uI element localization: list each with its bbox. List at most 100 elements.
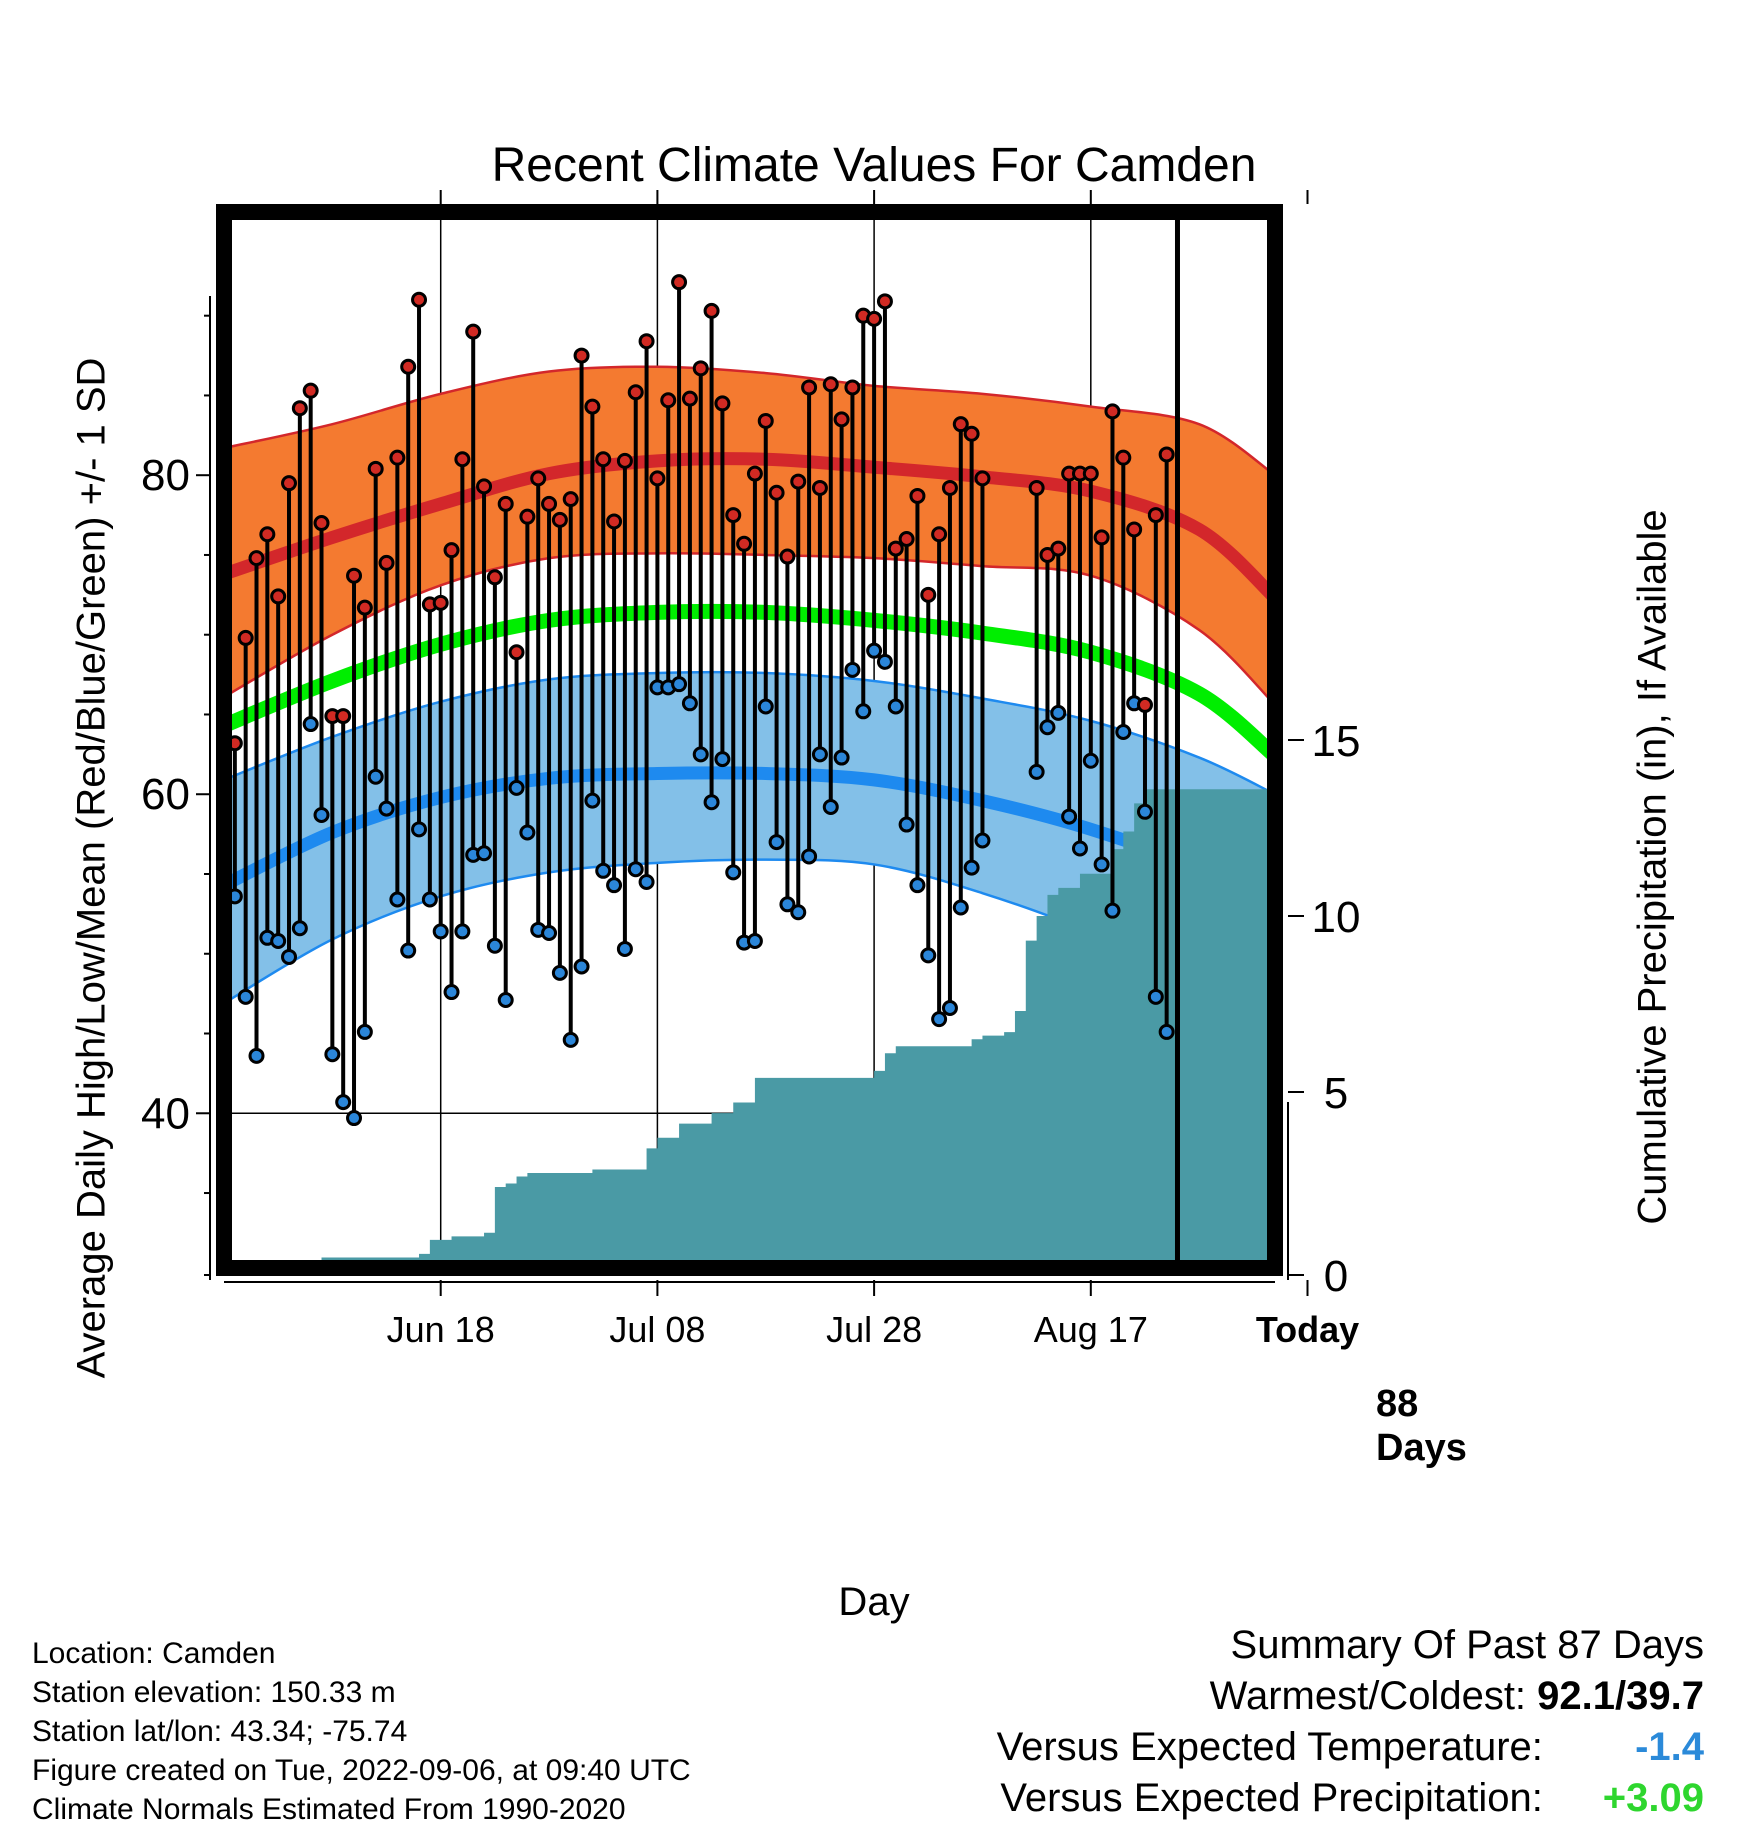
low-point xyxy=(833,749,850,766)
low-point xyxy=(421,891,438,908)
temp-label: Versus Expected Temperature: xyxy=(996,1725,1543,1769)
high-sd-band xyxy=(224,366,1275,705)
high-point xyxy=(779,548,796,565)
high-point xyxy=(541,495,558,512)
high-point xyxy=(378,554,395,571)
low-point xyxy=(1115,724,1132,741)
summary-panel: Summary Of Past 87 Days Warmest/Coldest:… xyxy=(997,1620,1704,1824)
low-point xyxy=(963,859,980,876)
high-point xyxy=(876,293,893,310)
low-point xyxy=(746,932,763,949)
low-point xyxy=(335,1094,352,1111)
high-point xyxy=(941,479,958,496)
days-count: 88 xyxy=(1376,1383,1419,1425)
high-point xyxy=(822,376,839,393)
high-point xyxy=(833,411,850,428)
low-point xyxy=(302,716,319,733)
x-tick-label: Jul 28 xyxy=(826,1309,922,1350)
latlon-text: Station lat/lon: 43.34; -75.74 xyxy=(32,1715,408,1748)
low-point xyxy=(692,746,709,763)
high-point xyxy=(811,479,828,496)
low-point xyxy=(281,948,298,965)
low-point xyxy=(703,794,720,811)
high-point xyxy=(703,302,720,319)
low-point xyxy=(952,899,969,916)
low-point xyxy=(627,861,644,878)
low-point xyxy=(1093,856,1110,873)
right-tick-label: 15 xyxy=(1312,717,1361,766)
precip-value: +3.09 xyxy=(1602,1776,1704,1820)
low-point xyxy=(931,1011,948,1028)
low-point xyxy=(454,923,471,940)
low-point xyxy=(876,653,893,670)
summary-temp: Versus Expected Temperature: -1.4 xyxy=(997,1722,1704,1773)
daily-points xyxy=(224,274,1175,1127)
low-point xyxy=(508,779,525,796)
high-point xyxy=(248,550,265,567)
high-point xyxy=(681,390,698,407)
location-text: Location: Camden xyxy=(32,1637,276,1670)
low-point xyxy=(573,958,590,975)
high-point xyxy=(281,475,298,492)
low-point xyxy=(681,695,698,712)
low-point xyxy=(606,877,623,894)
high-point xyxy=(302,382,319,399)
high-point xyxy=(551,511,568,528)
cumulative-precip-area xyxy=(224,789,1275,1268)
high-point xyxy=(844,379,861,396)
high-point xyxy=(898,531,915,548)
low-point xyxy=(898,816,915,833)
low-point xyxy=(551,964,568,981)
low-point xyxy=(346,1110,363,1127)
high-point xyxy=(1136,696,1153,713)
low-point xyxy=(941,999,958,1016)
low-point xyxy=(400,942,417,959)
low-point xyxy=(378,800,395,817)
low-point xyxy=(313,806,330,823)
summary-heading: Summary Of Past 87 Days xyxy=(1230,1623,1704,1667)
temp-value: -1.4 xyxy=(1635,1725,1704,1769)
low-point xyxy=(1050,704,1067,721)
high-point xyxy=(616,452,633,469)
low-point xyxy=(1158,1023,1175,1040)
low-point xyxy=(844,661,861,678)
low-point xyxy=(866,642,883,659)
summary-warm-cold: Warmest/Coldest: 92.1/39.7 xyxy=(997,1671,1704,1722)
low-point xyxy=(1082,752,1099,769)
low-point xyxy=(356,1023,373,1040)
days-label: 88 Days xyxy=(1376,1382,1467,1470)
axes: 40 60 80 0 5 10 15 Jun 18 Jul 08 Jul 28 Aug 17 Toda… xyxy=(141,190,1360,1350)
low-sd-band xyxy=(224,672,1275,1042)
high-point xyxy=(291,400,308,417)
precip-area xyxy=(224,789,1275,1268)
low-point xyxy=(324,1046,341,1063)
high-point xyxy=(595,451,612,468)
low-point xyxy=(1039,719,1056,736)
low-point xyxy=(1071,840,1088,857)
high-point xyxy=(1158,446,1175,463)
high-point xyxy=(725,507,742,524)
created-text: Figure created on Tue, 2022-09-06, at 09… xyxy=(32,1754,691,1787)
high-point xyxy=(389,449,406,466)
high-point xyxy=(443,542,460,559)
precip-label: Versus Expected Precipitation: xyxy=(1000,1776,1543,1820)
high-point xyxy=(573,347,590,364)
low-point xyxy=(367,768,384,785)
low-point xyxy=(616,940,633,957)
high-point xyxy=(237,629,254,646)
low-point xyxy=(1104,902,1121,919)
low-point xyxy=(519,824,536,841)
high-point xyxy=(974,470,991,487)
high-point xyxy=(963,425,980,442)
warm-cold-value: 92.1/39.7 xyxy=(1537,1674,1704,1718)
low-point xyxy=(411,821,428,838)
station-info: Location: Camden Station elevation: 150.… xyxy=(32,1634,691,1829)
high-point xyxy=(757,412,774,429)
daily-range-bars xyxy=(224,282,1169,1119)
high-point xyxy=(649,470,666,487)
plot-frame xyxy=(216,204,1283,1276)
x-tick-label: Jul 08 xyxy=(609,1309,705,1350)
low-point xyxy=(584,792,601,809)
low-point xyxy=(270,932,287,949)
